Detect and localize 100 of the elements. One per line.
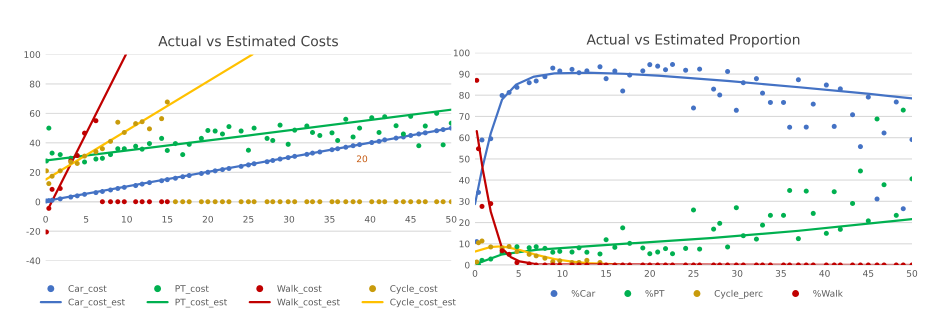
point [416, 143, 422, 148]
point [82, 154, 88, 159]
legend-label: %PT [645, 290, 664, 297]
x-tick-label: 20 [644, 270, 655, 277]
point [866, 94, 871, 100]
legend-label: Cycle_cost_est [390, 298, 456, 308]
point [317, 132, 322, 138]
point [760, 222, 766, 228]
point [205, 199, 210, 204]
point [310, 199, 316, 204]
point [252, 199, 257, 204]
point [754, 236, 759, 242]
point [164, 177, 170, 182]
point [93, 118, 98, 124]
point [115, 186, 120, 192]
point [205, 170, 210, 175]
point [58, 186, 63, 192]
legend-label: %Walk [813, 290, 843, 297]
point [866, 218, 871, 224]
point [514, 84, 520, 90]
legend-label: PT_cost [176, 285, 209, 294]
point [252, 126, 257, 131]
point [198, 170, 204, 176]
point [422, 199, 428, 204]
point [620, 225, 626, 230]
point [479, 138, 484, 143]
point [900, 206, 906, 212]
point [627, 72, 632, 78]
point [140, 199, 145, 204]
x-tick-label: 45 [863, 270, 874, 277]
point [754, 76, 759, 82]
point [164, 148, 170, 154]
point [264, 159, 270, 164]
point [115, 146, 120, 152]
point [506, 244, 512, 250]
point [115, 199, 120, 204]
legend-label: Car_cost [68, 285, 107, 294]
point [717, 220, 722, 226]
x-tick-label: 50 [446, 216, 456, 223]
point [164, 100, 170, 105]
point [50, 198, 55, 203]
point [734, 108, 739, 113]
x-tick-label: 45 [405, 216, 416, 223]
point [310, 150, 316, 156]
x-tick-label: 40 [819, 270, 830, 277]
point [760, 90, 766, 96]
point [100, 199, 105, 204]
point [343, 144, 348, 150]
point [159, 178, 164, 184]
point [500, 248, 505, 254]
y-tick-label: 20 [30, 169, 40, 176]
point [394, 136, 399, 141]
point [186, 199, 192, 204]
point [514, 249, 520, 254]
point [663, 246, 668, 252]
point [74, 193, 80, 198]
point [640, 68, 646, 74]
point [597, 64, 602, 70]
point [50, 174, 55, 179]
point [82, 192, 88, 197]
point [82, 130, 88, 136]
x-tick-label: 35 [776, 270, 786, 277]
point [810, 210, 816, 216]
point [663, 67, 668, 72]
x-tick-label: 35 [324, 216, 335, 223]
x-tick-label: 25 [688, 270, 698, 277]
chart-title: Actual vs Estimated Proportion [586, 34, 800, 48]
y-tick-label: 10 [460, 240, 470, 248]
point [220, 132, 225, 137]
point [787, 188, 792, 194]
point [198, 199, 204, 204]
point [576, 70, 582, 76]
point [858, 144, 863, 150]
point [697, 66, 702, 72]
point [570, 66, 575, 72]
point [212, 128, 218, 134]
x-tick-label: 10 [558, 270, 568, 277]
point [159, 136, 164, 141]
point [655, 250, 660, 255]
point [357, 199, 362, 204]
point [434, 199, 440, 204]
point [335, 138, 340, 143]
point [874, 116, 880, 122]
y-tick-label: 0 [464, 262, 470, 269]
point [647, 251, 652, 256]
line-series [476, 130, 912, 265]
point [270, 199, 276, 204]
point [220, 167, 225, 172]
point [422, 130, 428, 136]
point [858, 168, 863, 174]
point [226, 166, 232, 171]
point [440, 142, 446, 148]
x-tick-label: 40 [364, 216, 376, 223]
x-tick-label: 0 [472, 270, 478, 277]
point [542, 256, 548, 261]
point [146, 141, 152, 146]
point [576, 245, 582, 250]
point [122, 184, 127, 190]
point [882, 182, 887, 188]
point [810, 102, 816, 107]
